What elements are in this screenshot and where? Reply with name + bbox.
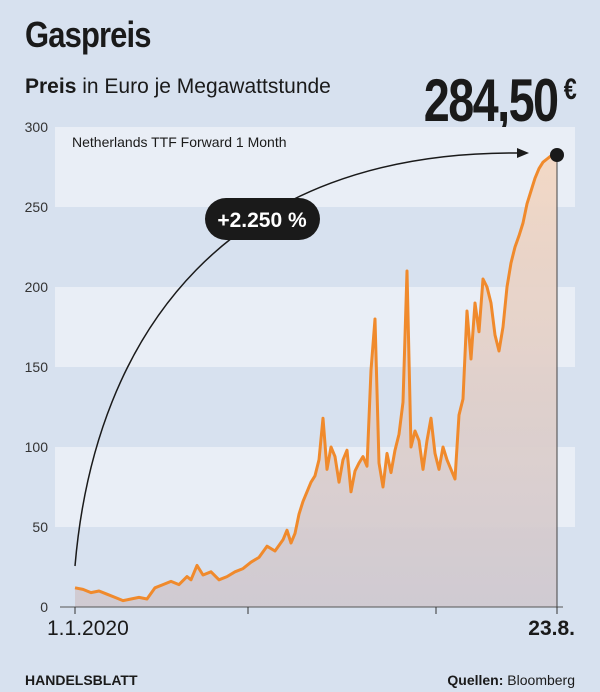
- x-label-start: 1.1.2020: [47, 617, 129, 640]
- y-tick-label: 150: [25, 359, 49, 375]
- current-price-value: 284,50: [423, 67, 559, 134]
- y-tick-label: 0: [40, 599, 48, 615]
- grid-band: [55, 127, 575, 207]
- y-tick-label: 250: [25, 199, 49, 215]
- subtitle-rest: in Euro je Megawattstunde: [82, 75, 331, 98]
- x-label-end: 23.8.: [528, 617, 575, 640]
- y-tick-label: 200: [25, 279, 49, 295]
- price-line: [74, 150, 558, 603]
- y-tick-label: 100: [25, 439, 49, 455]
- arrow-head-icon: [517, 148, 529, 158]
- change-badge-bg: [205, 198, 320, 240]
- current-price: 284,50 €: [423, 66, 577, 135]
- area-layer: [75, 151, 557, 608]
- y-tick-label: 300: [25, 119, 49, 135]
- price-area: [75, 151, 557, 608]
- x-axis: 1.1.2020 23.8.: [47, 607, 575, 640]
- current-price-marker: [550, 148, 564, 162]
- series-label: Netherlands TTF Forward 1 Month: [72, 134, 287, 150]
- y-axis: 0 50 100 150 200 250 300: [25, 119, 49, 615]
- annotation-layer: +2.250 % Netherlands TTF Forward 1 Month: [72, 134, 564, 567]
- current-price-unit: €: [563, 73, 577, 106]
- line-layer: [74, 150, 558, 603]
- sources: Quellen: Bloomberg: [447, 672, 575, 688]
- change-badge: +2.250 %: [205, 198, 320, 240]
- page-title: Gaspreis: [25, 14, 152, 55]
- change-badge-label: +2.250 %: [217, 209, 307, 232]
- publisher-label: HANDELSBLATT: [25, 672, 138, 688]
- subtitle-bold: Preis: [25, 75, 77, 98]
- baseline-layer: [60, 151, 563, 608]
- y-tick-label: 50: [32, 519, 48, 535]
- sources-label: Quellen:: [447, 672, 504, 688]
- chart-subtitle: Preis in Euro je Megawattstunde: [25, 75, 331, 99]
- sources-value: Bloomberg: [507, 672, 575, 688]
- growth-arrow: [74, 152, 521, 567]
